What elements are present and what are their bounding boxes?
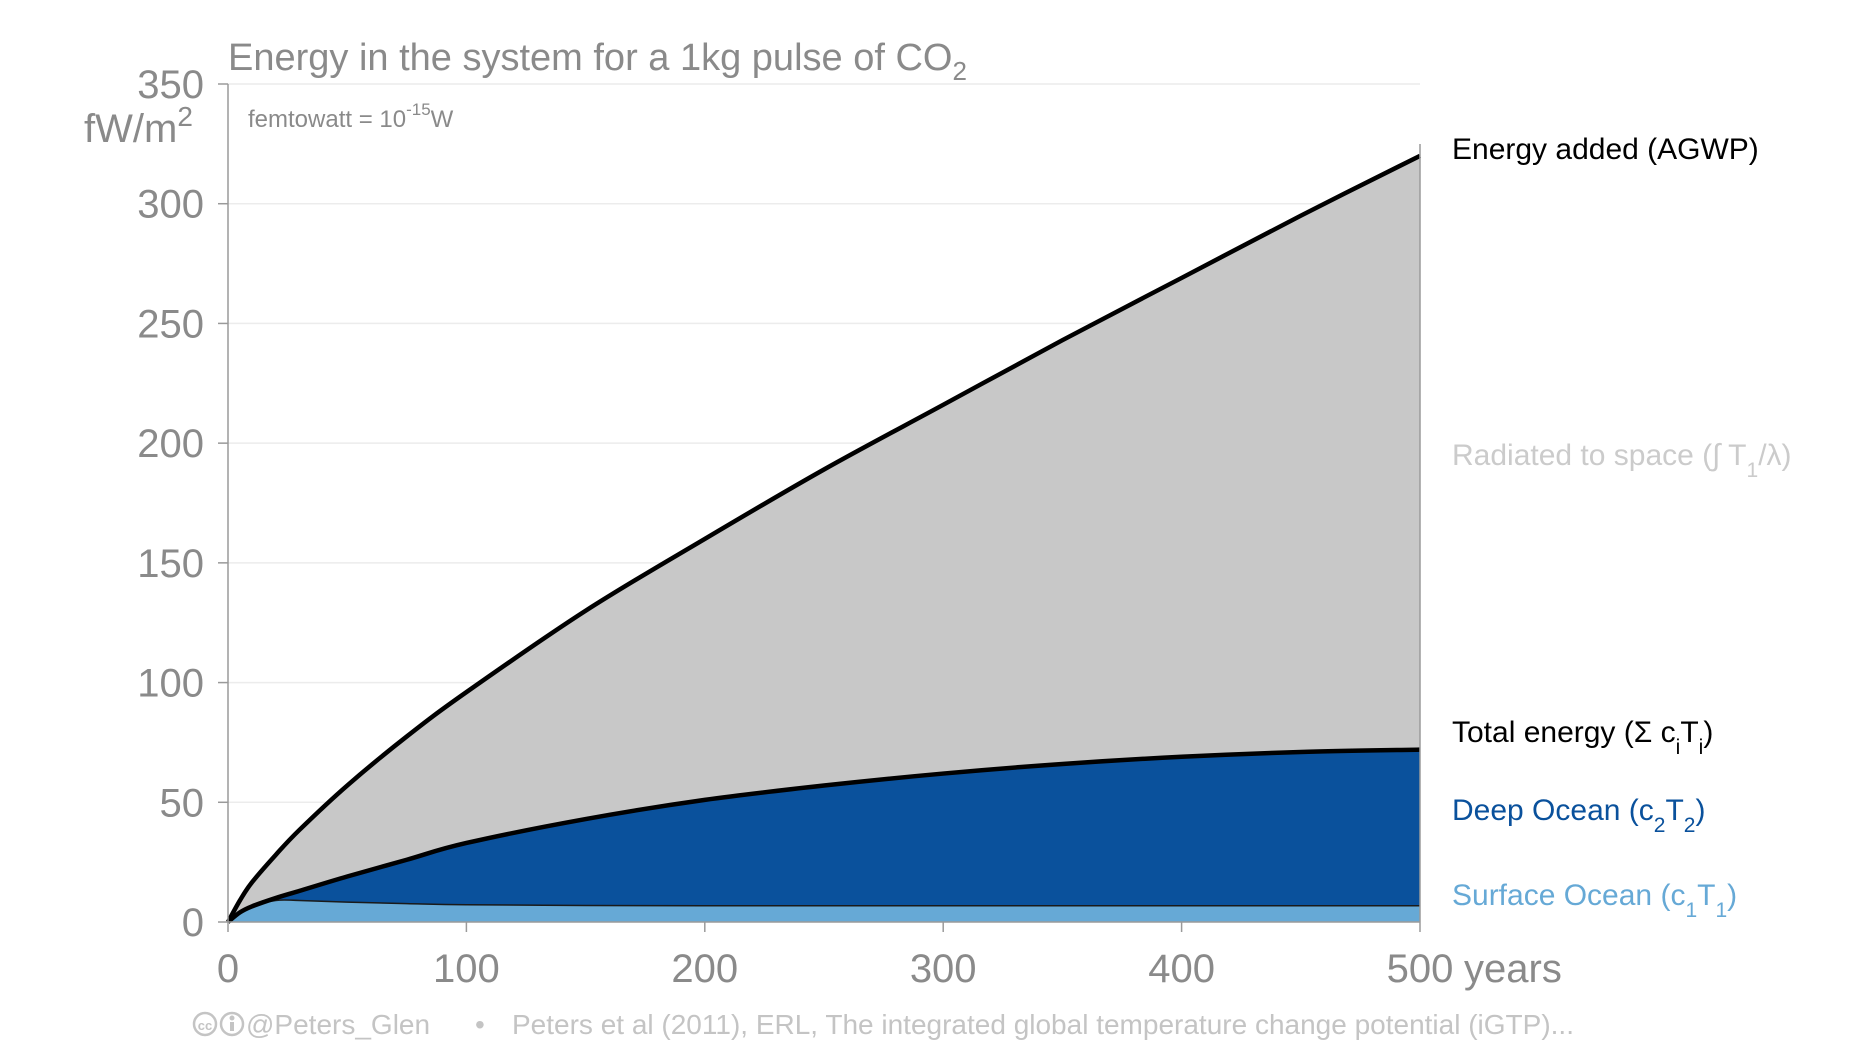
total-energy-line — [226, 747, 1421, 924]
label-radiated-text: Radiated to space (∫ T — [1452, 439, 1747, 472]
footer: cc @Peters_Glen • Peters et al (2011), E… — [192, 1009, 1574, 1040]
x-tick-label-500: 500 — [1387, 947, 1454, 991]
x-tick-label-0: 0 — [217, 947, 239, 991]
y-tick-label-150: 150 — [137, 542, 204, 586]
label-surface-ocean: Surface Ocean (c1T1) — [1452, 879, 1737, 922]
agwp-line — [226, 153, 1422, 924]
y-tick-label-350: 350 — [137, 63, 204, 107]
x-axis-label: years — [1464, 947, 1562, 991]
y-tick-label-50: 50 — [160, 781, 205, 825]
footer-citation: Peters et al (2011), ERL, The integrated… — [512, 1009, 1574, 1040]
footer-handle: @Peters_Glen — [246, 1009, 430, 1040]
label-radiated: Radiated to space (∫ T1/λ) — [1452, 439, 1792, 482]
x-tick-label-100: 100 — [433, 947, 500, 991]
svg-text:cc: cc — [198, 1018, 212, 1033]
y-ticks: 0 50 100 150 200 250 300 350 — [137, 63, 228, 945]
x-tick-label-400: 400 — [1148, 947, 1215, 991]
label-agwp: Energy added (AGWP) — [1452, 133, 1759, 166]
y-tick-label-250: 250 — [137, 302, 204, 346]
surface-ocean-boundary-line — [227, 899, 1420, 923]
label-deep-ocean: Deep Ocean (c2T2) — [1452, 794, 1705, 837]
y-axis-label: fW/m2 — [84, 101, 193, 151]
creative-commons-icon: cc — [192, 1011, 218, 1037]
y-tick-label-200: 200 — [137, 422, 204, 466]
deep-ocean-area — [228, 749, 1420, 922]
x-tick-label-300: 300 — [910, 947, 977, 991]
label-total-energy: Total energy (Σ ciTi) — [1452, 716, 1713, 759]
chart-title: Energy in the system for a 1kg pulse of … — [228, 37, 967, 86]
x-tick-label-200: 200 — [671, 947, 738, 991]
x-ticks: 0 100 200 300 400 500 — [217, 922, 1454, 991]
unit-note: femtowatt = 10-15W — [248, 100, 454, 133]
attribution-icon — [219, 1011, 245, 1037]
footer-bullet: • — [475, 1009, 485, 1040]
radiated-to-space-area — [228, 155, 1420, 923]
y-tick-label-0: 0 — [182, 901, 204, 945]
y-tick-label-300: 300 — [137, 183, 204, 227]
y-tick-label-100: 100 — [137, 662, 204, 706]
